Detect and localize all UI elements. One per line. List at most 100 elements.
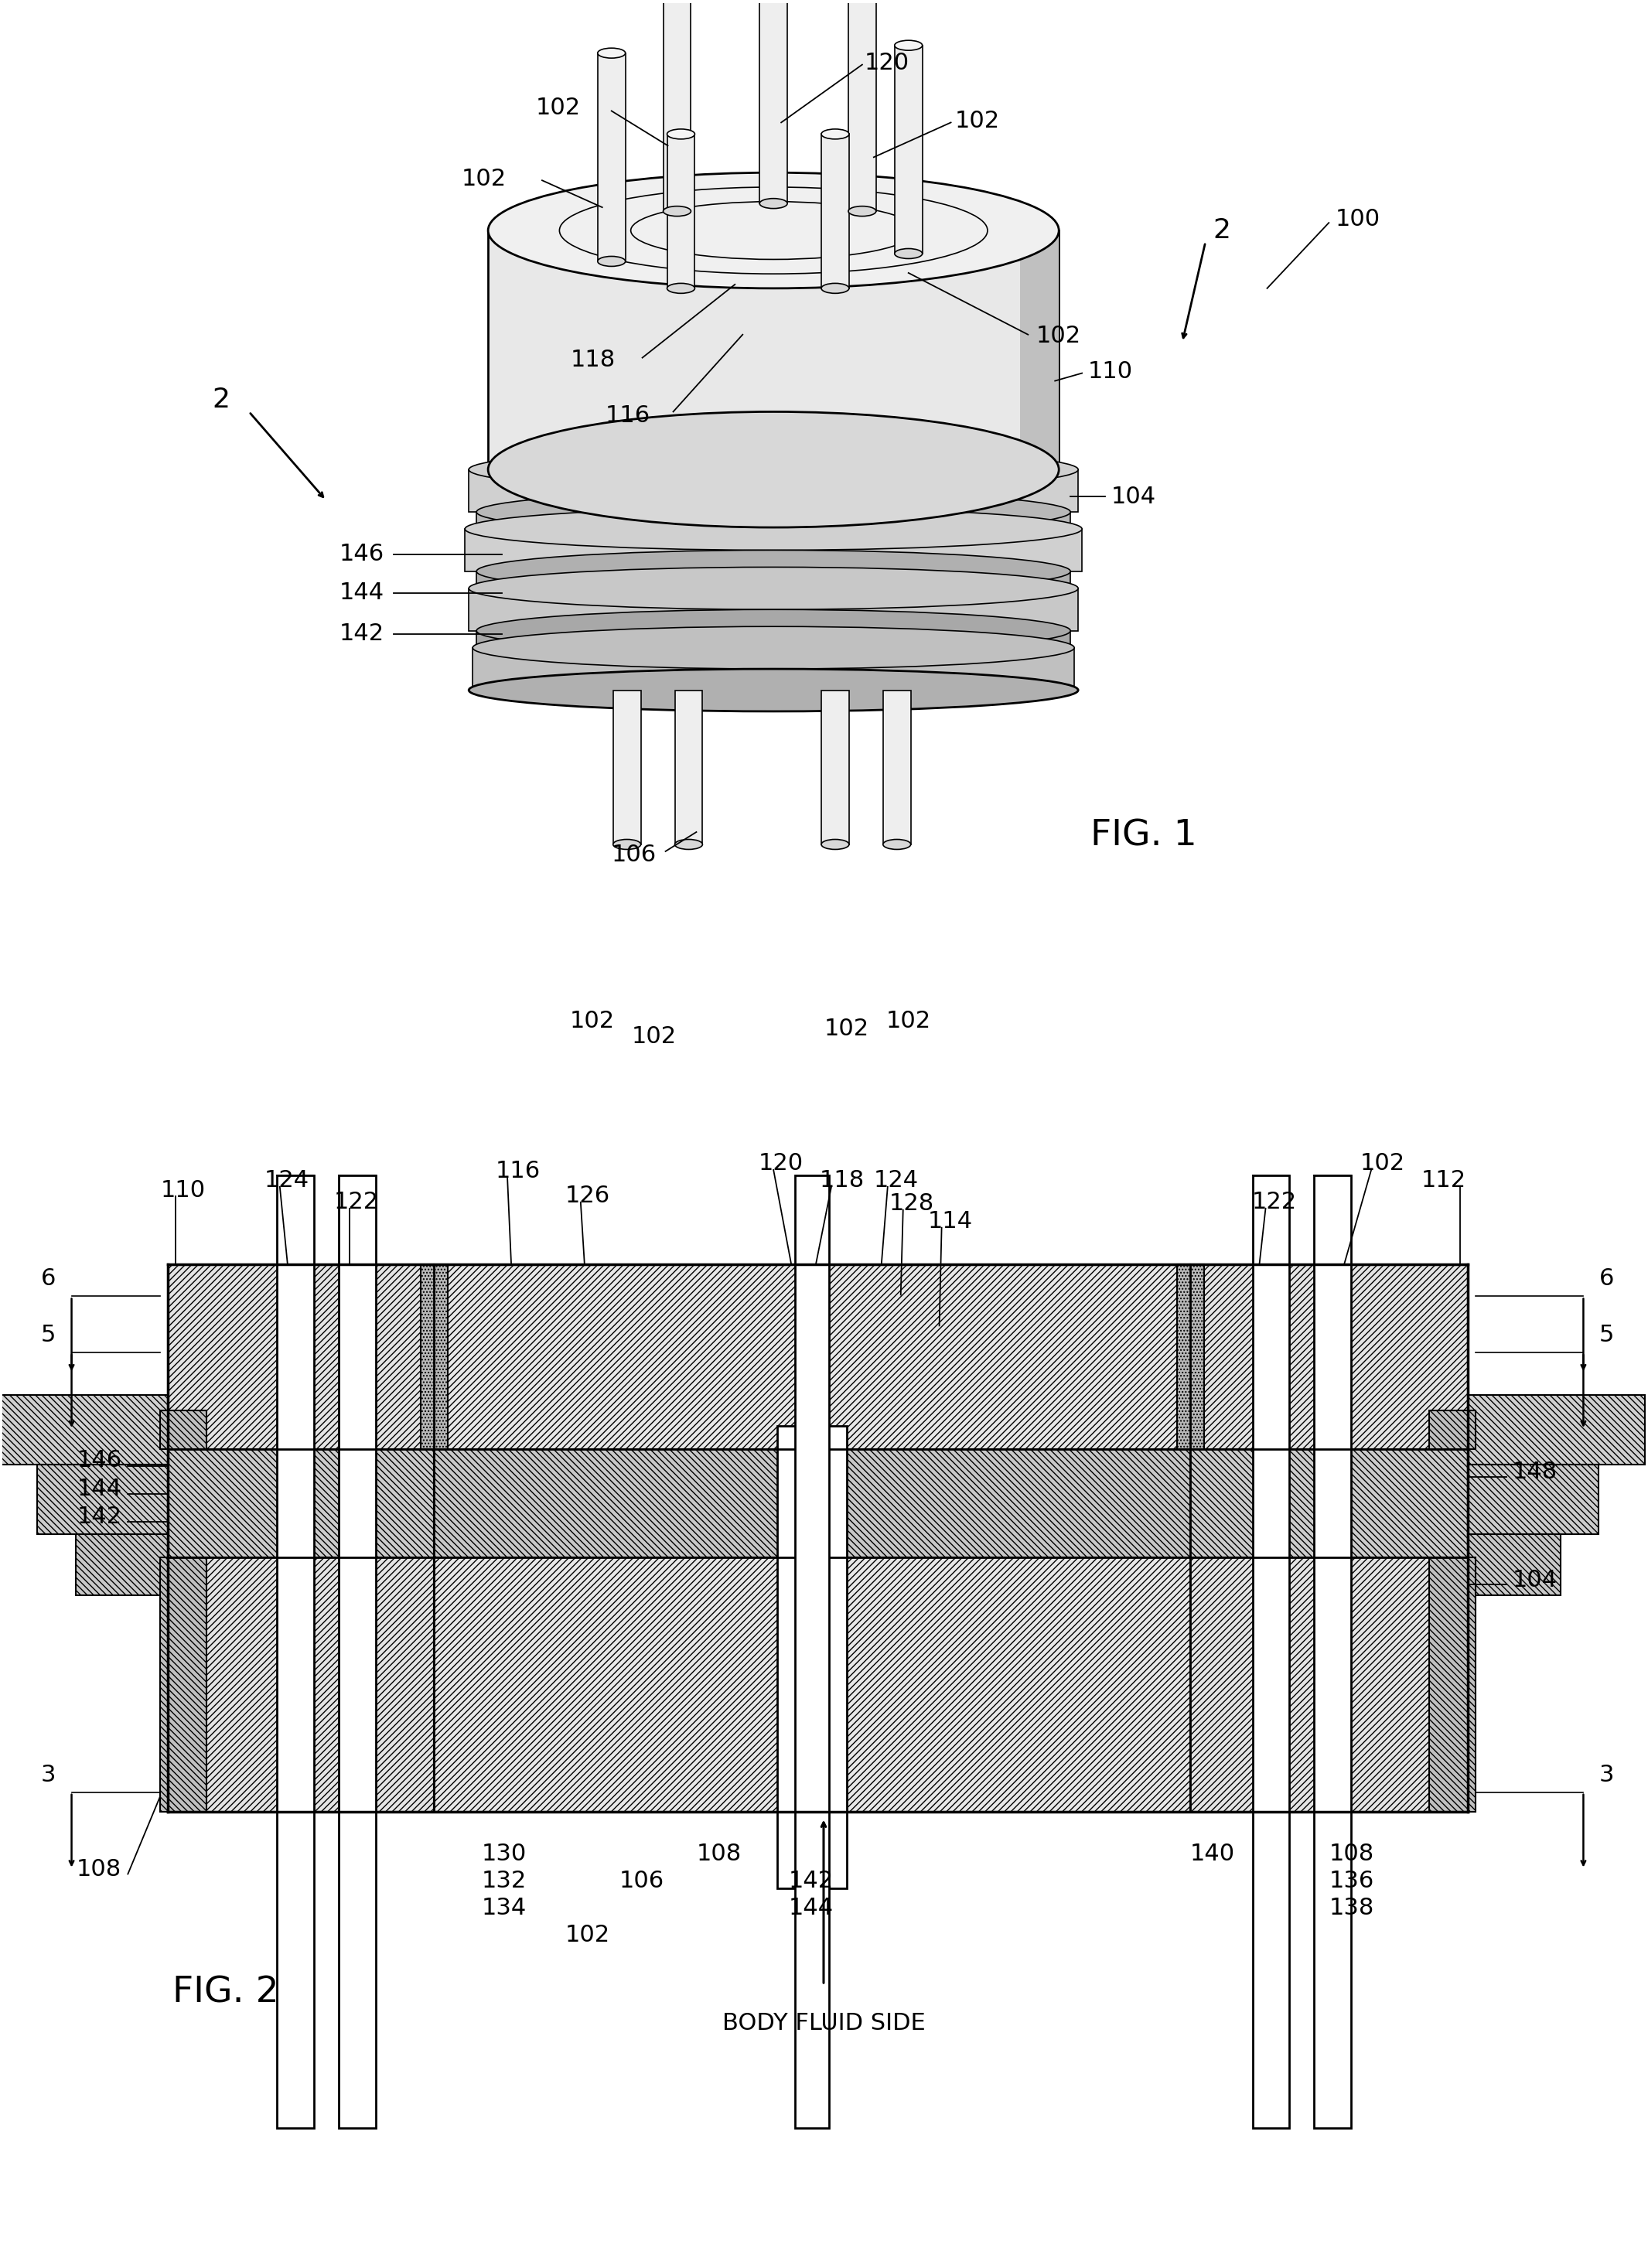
Bar — [1177, 1263, 1205, 1449]
Ellipse shape — [821, 839, 849, 850]
Text: 120: 120 — [865, 52, 910, 75]
Text: 124: 124 — [873, 1170, 918, 1193]
Ellipse shape — [849, 206, 877, 215]
Ellipse shape — [488, 413, 1060, 528]
Ellipse shape — [883, 839, 911, 850]
Text: 110: 110 — [160, 1179, 206, 1202]
Text: 102: 102 — [536, 98, 580, 118]
Bar — [1429, 1558, 1475, 1812]
Polygon shape — [465, 528, 1083, 572]
Bar — [338, 1175, 376, 2127]
Text: 142: 142 — [77, 1506, 122, 1529]
Ellipse shape — [476, 490, 1071, 533]
Bar — [277, 1175, 313, 2127]
Text: BODY FLUID SIDE: BODY FLUID SIDE — [722, 2012, 925, 2034]
Ellipse shape — [667, 284, 695, 293]
Text: 134: 134 — [481, 1896, 527, 1919]
Bar — [1313, 1175, 1351, 2127]
Text: 142: 142 — [339, 624, 384, 644]
Text: 104: 104 — [1111, 485, 1157, 508]
Text: 102: 102 — [631, 1025, 676, 1048]
Text: 102: 102 — [1360, 1152, 1404, 1175]
Text: 108: 108 — [1328, 1844, 1374, 1864]
Text: 118: 118 — [570, 349, 615, 372]
Ellipse shape — [476, 551, 1071, 592]
Ellipse shape — [674, 839, 702, 850]
Text: 6: 6 — [41, 1268, 56, 1290]
Text: 132: 132 — [481, 1869, 527, 1892]
Ellipse shape — [662, 206, 691, 215]
Ellipse shape — [821, 129, 849, 138]
Text: FIG. 2: FIG. 2 — [173, 1975, 279, 2009]
Text: 116: 116 — [496, 1161, 541, 1182]
Bar — [778, 1427, 847, 1889]
Text: 3: 3 — [41, 1765, 56, 1787]
Bar — [667, 134, 695, 288]
Text: 108: 108 — [697, 1844, 742, 1864]
Bar — [1190, 1558, 1468, 1812]
Bar — [598, 52, 625, 261]
Bar — [433, 1449, 1190, 1558]
Bar — [613, 689, 641, 844]
Ellipse shape — [468, 449, 1078, 490]
Ellipse shape — [598, 48, 625, 59]
Bar — [420, 1263, 448, 1449]
Ellipse shape — [473, 626, 1074, 669]
Text: 124: 124 — [264, 1170, 310, 1193]
Text: 108: 108 — [77, 1857, 122, 1880]
Text: 120: 120 — [758, 1152, 803, 1175]
Bar — [168, 1558, 433, 1812]
Ellipse shape — [895, 41, 923, 50]
Text: 110: 110 — [1088, 361, 1134, 383]
Text: FIG. 1: FIG. 1 — [1091, 819, 1196, 853]
Text: 122: 122 — [1252, 1191, 1297, 1213]
Bar — [168, 1449, 433, 1558]
Polygon shape — [468, 587, 1078, 631]
Text: 100: 100 — [1335, 209, 1379, 229]
Polygon shape — [468, 469, 1078, 513]
Text: 5: 5 — [1599, 1325, 1613, 1347]
Text: 116: 116 — [605, 404, 649, 426]
Text: 142: 142 — [789, 1869, 834, 1892]
Text: 3: 3 — [1599, 1765, 1613, 1787]
Text: 5: 5 — [41, 1325, 56, 1347]
Text: 2: 2 — [213, 388, 229, 413]
Bar — [1190, 1449, 1468, 1558]
Bar — [433, 1263, 1190, 1449]
Bar — [821, 134, 849, 288]
Bar — [1252, 1175, 1289, 2127]
Text: 104: 104 — [1513, 1569, 1557, 1592]
Bar — [160, 1558, 206, 1812]
Text: 144: 144 — [77, 1479, 122, 1501]
Text: 144: 144 — [789, 1896, 834, 1919]
Text: 106: 106 — [620, 1869, 664, 1892]
Ellipse shape — [821, 284, 849, 293]
Bar — [794, 1175, 829, 2127]
Text: 128: 128 — [890, 1193, 934, 1216]
Bar — [1468, 1465, 1599, 1533]
Bar — [883, 689, 911, 844]
Text: 140: 140 — [1190, 1844, 1234, 1864]
Text: 102: 102 — [824, 1018, 868, 1041]
Text: 130: 130 — [481, 1844, 527, 1864]
Bar — [1468, 1395, 1645, 1465]
Bar — [662, 0, 691, 211]
Text: 102: 102 — [565, 1923, 610, 1946]
Text: 126: 126 — [565, 1184, 610, 1207]
Bar — [160, 1411, 206, 1449]
Text: 102: 102 — [887, 1009, 931, 1032]
Bar — [0, 1395, 168, 1465]
Text: 102: 102 — [1035, 324, 1081, 347]
Text: 148: 148 — [1513, 1461, 1557, 1483]
Text: 102: 102 — [461, 168, 506, 191]
Ellipse shape — [613, 839, 641, 850]
Ellipse shape — [667, 129, 695, 138]
Bar — [76, 1533, 168, 1597]
Text: 6: 6 — [1599, 1268, 1613, 1290]
Bar — [1190, 1263, 1468, 1449]
Polygon shape — [476, 513, 1071, 528]
Polygon shape — [488, 231, 1060, 469]
Bar — [1468, 1533, 1561, 1597]
Ellipse shape — [760, 200, 788, 209]
Bar — [168, 1263, 433, 1449]
